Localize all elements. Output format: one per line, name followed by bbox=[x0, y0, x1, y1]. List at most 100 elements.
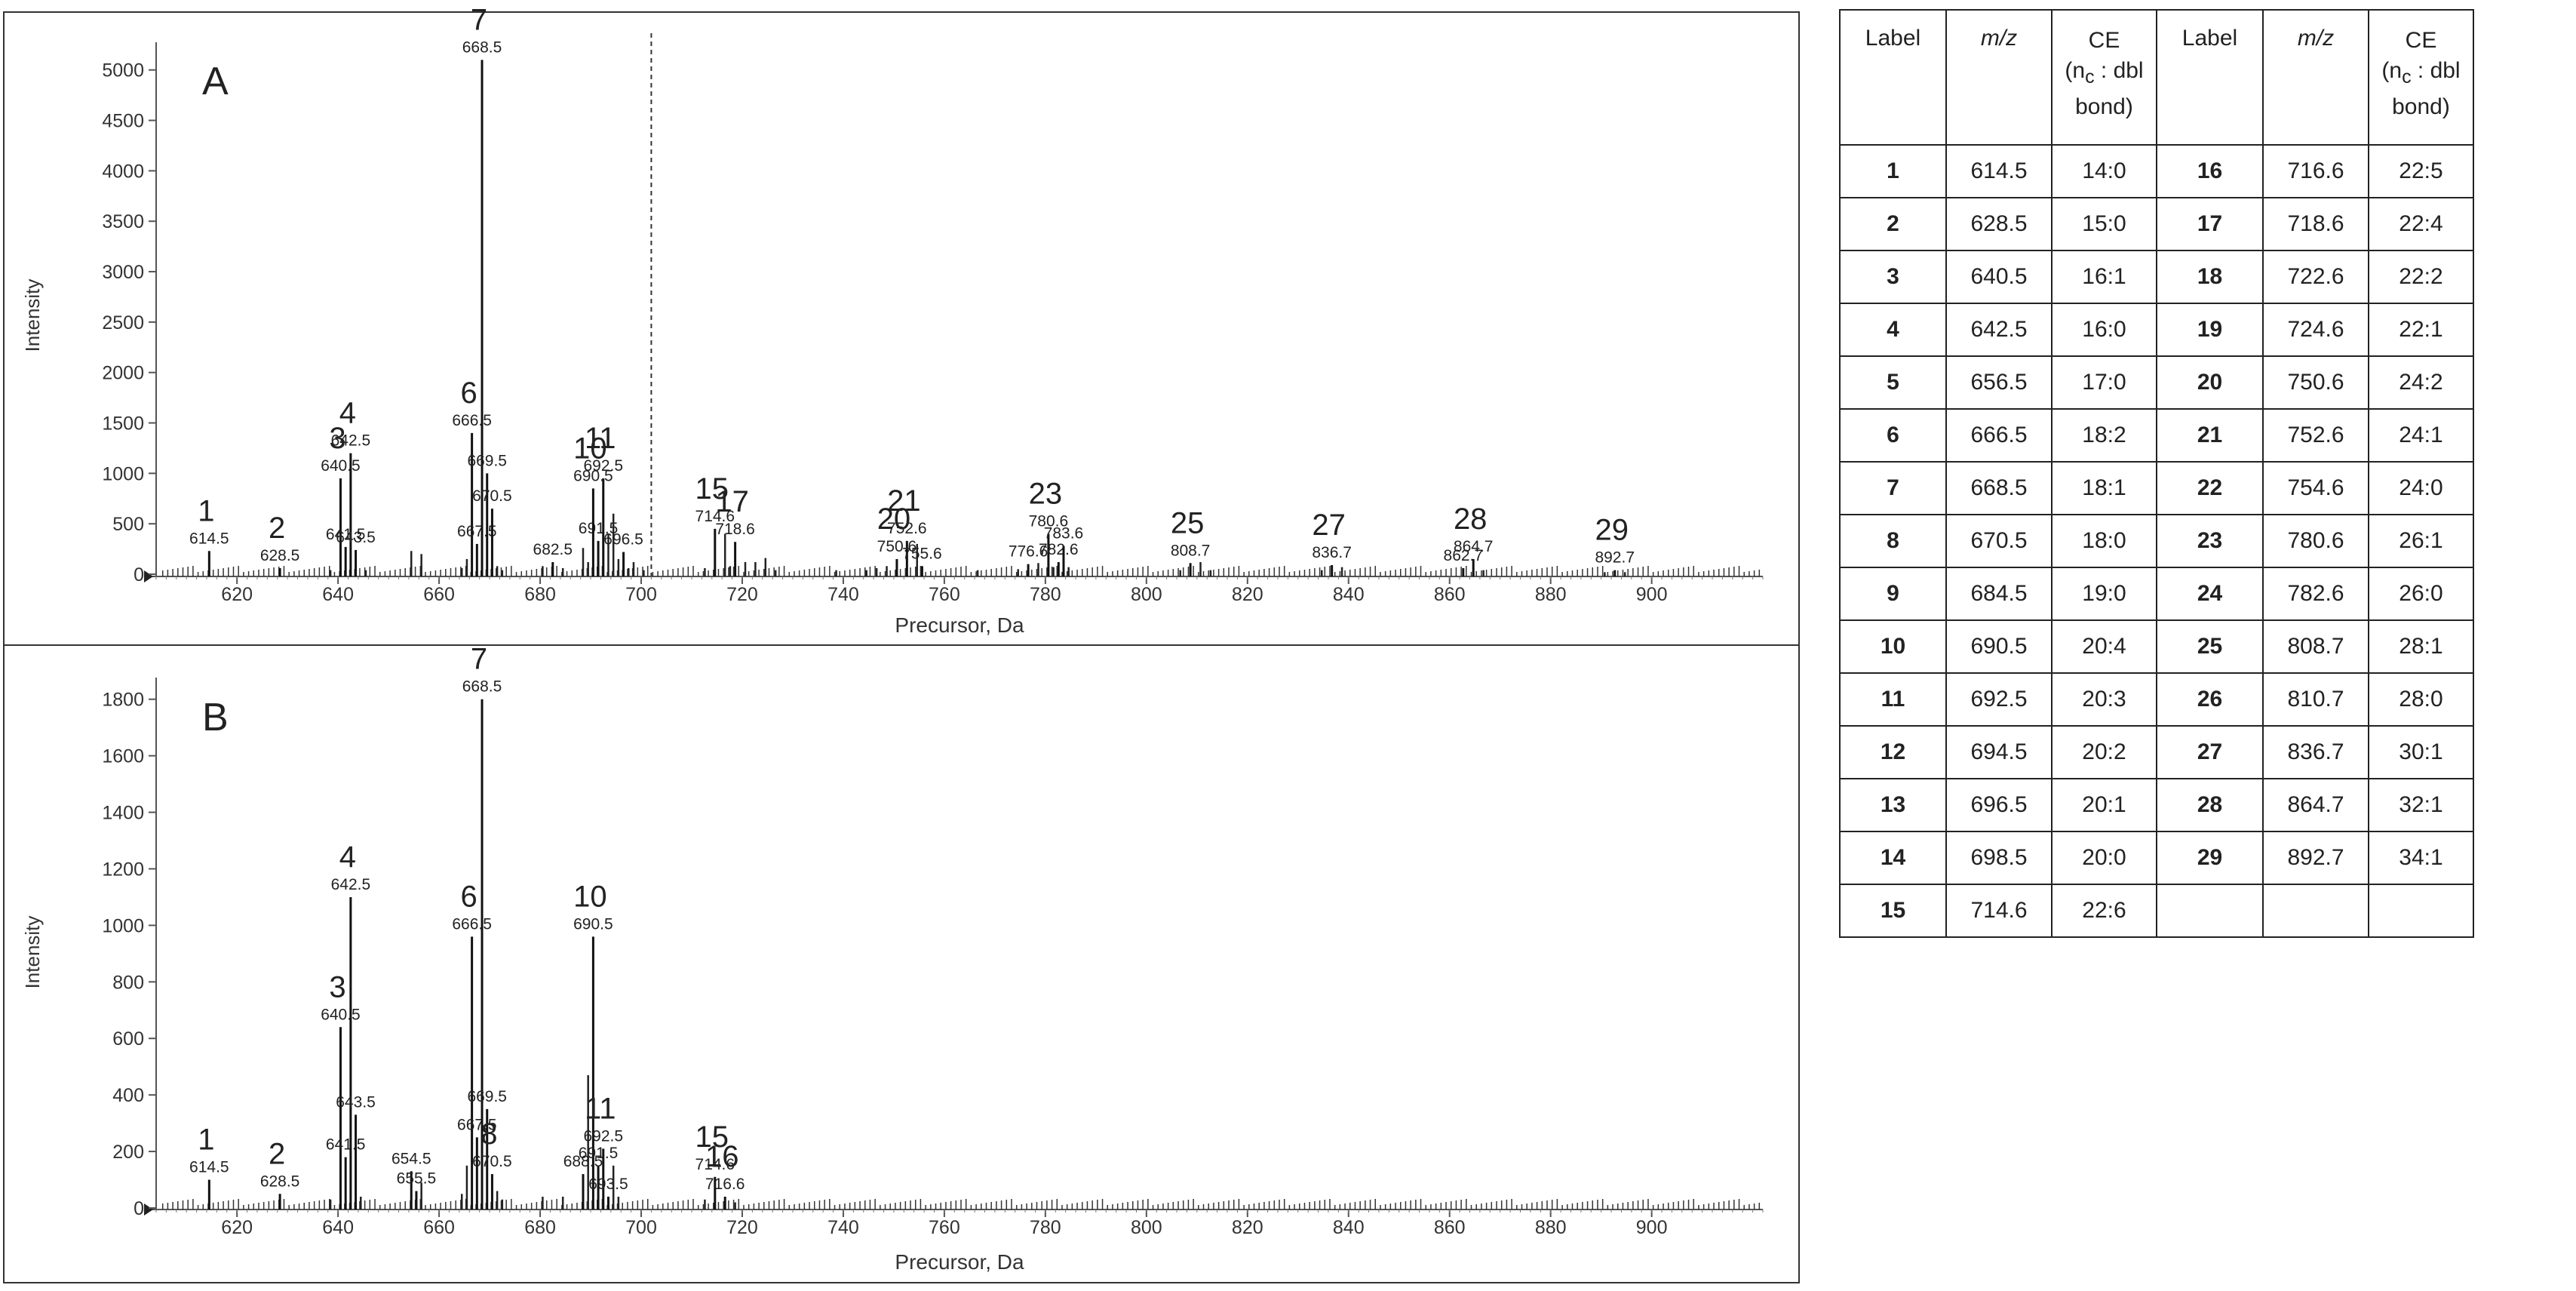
cell-ce: 18:1 bbox=[2051, 461, 2157, 515]
cell-label: 14 bbox=[1839, 831, 1947, 885]
peak-mz-label: 691.5 bbox=[579, 1145, 619, 1162]
table-row: 2 628.5 15:0 17 718.6 22:4 bbox=[1839, 197, 2474, 251]
peak-number-label: 2 bbox=[269, 1137, 285, 1170]
header-ce-nc-pre-2: (n bbox=[2381, 58, 2403, 83]
cell-mz: 614.5 bbox=[1945, 144, 2053, 198]
peak-mz-label: 693.5 bbox=[588, 1176, 628, 1193]
peak-mz-label: 776.6 bbox=[1009, 543, 1049, 561]
cell-label: 11 bbox=[1839, 672, 1947, 727]
header-label-text: Label bbox=[1865, 26, 1921, 51]
cell-ce: 16:1 bbox=[2051, 250, 2157, 304]
cell-mz: 656.5 bbox=[1945, 355, 2053, 410]
cell-label: 8 bbox=[1839, 514, 1947, 568]
peak-mz-label: 668.5 bbox=[462, 38, 502, 56]
peak-mz-label: 690.5 bbox=[573, 467, 613, 484]
y-axis-title: Intensity bbox=[21, 279, 44, 352]
x-tick-label: 880 bbox=[1535, 1217, 1567, 1238]
x-tick-label: 860 bbox=[1434, 1217, 1466, 1238]
y-tick-label: 600 bbox=[112, 1028, 144, 1050]
table-row: 11 692.5 20:3 26 810.7 28:0 bbox=[1839, 672, 2474, 727]
table-row: 8 670.5 18:0 23 780.6 26:1 bbox=[1839, 514, 2474, 568]
peak-number-label: 4 bbox=[339, 397, 356, 430]
x-tick-label: 640 bbox=[322, 584, 354, 605]
y-tick-label: 1000 bbox=[102, 463, 144, 484]
peak-mz-label: 628.5 bbox=[260, 1173, 300, 1190]
cell-mz: 718.6 bbox=[2262, 197, 2369, 251]
x-axis-title: Precursor, Da bbox=[895, 1250, 1024, 1274]
cell-label: 13 bbox=[1839, 778, 1947, 832]
cell-ce: 22:6 bbox=[2051, 884, 2157, 938]
cell-label: 18 bbox=[2156, 250, 2264, 304]
y-tick-label: 0 bbox=[134, 564, 144, 586]
x-tick-label: 680 bbox=[524, 584, 556, 605]
header-ce-nc-post-2: : dbl bbox=[2411, 58, 2461, 83]
peak-mz-label: 667.5 bbox=[457, 523, 497, 540]
header-ce-nc-pre: (n bbox=[2065, 58, 2086, 83]
cell-label: 9 bbox=[1839, 567, 1947, 621]
peak-mz-label: 692.5 bbox=[584, 457, 624, 475]
x-tick-label: 820 bbox=[1232, 1217, 1263, 1238]
cell-mz: 698.5 bbox=[1945, 831, 2053, 885]
y-tick-label: 3500 bbox=[102, 211, 144, 232]
header-mz-2: m/z bbox=[2262, 9, 2369, 146]
cell-label: 17 bbox=[2156, 197, 2264, 251]
peak-mz-label: 640.5 bbox=[321, 457, 361, 475]
cell-ce: 28:0 bbox=[2368, 672, 2474, 727]
cell-label: 23 bbox=[2156, 514, 2264, 568]
peak-number-label: 3 bbox=[329, 422, 345, 455]
cell-mz: 716.6 bbox=[2262, 144, 2369, 198]
x-tick-label: 640 bbox=[322, 1217, 354, 1238]
cell-ce: 19:0 bbox=[2051, 567, 2157, 621]
cell-ce: 20:1 bbox=[2051, 778, 2157, 832]
x-tick-label: 620 bbox=[221, 1217, 253, 1238]
y-tick-label: 0 bbox=[134, 1198, 144, 1219]
y-tick-label: 1500 bbox=[102, 413, 144, 435]
cell-label: 28 bbox=[2156, 778, 2264, 832]
peak-number-label: 3 bbox=[329, 970, 345, 1004]
x-tick-label: 880 bbox=[1535, 584, 1567, 605]
header-mz-text: m/z bbox=[1980, 26, 2018, 51]
header-ce-nc-sub: c bbox=[2085, 66, 2095, 88]
peak-mz-label: 718.6 bbox=[715, 521, 755, 538]
cell-label: 12 bbox=[1839, 725, 1947, 779]
x-tick-label: 740 bbox=[827, 584, 859, 605]
y-tick-label: 1200 bbox=[102, 859, 144, 880]
cell-mz: 864.7 bbox=[2262, 778, 2369, 832]
peak-mz-label: 688.5 bbox=[563, 1153, 603, 1170]
peak-mz-label: 643.5 bbox=[336, 529, 376, 546]
peak-number-label: 6 bbox=[461, 880, 477, 913]
peak-mz-label: 641.5 bbox=[326, 1136, 366, 1154]
cell-label bbox=[2156, 884, 2264, 938]
cell-label: 2 bbox=[1839, 197, 1947, 251]
x-tick-label: 700 bbox=[625, 584, 657, 605]
cell-ce: 18:2 bbox=[2051, 408, 2157, 463]
table-row: 5 656.5 17:0 20 750.6 24:2 bbox=[1839, 355, 2474, 410]
peak-mz-label: 782.6 bbox=[1039, 541, 1079, 558]
peak-number-label: 21 bbox=[887, 484, 921, 518]
x-tick-label: 740 bbox=[827, 1217, 859, 1238]
peak-mz-label: 780.6 bbox=[1029, 513, 1069, 530]
cell-ce: 34:1 bbox=[2368, 831, 2474, 885]
y-tick-label: 200 bbox=[112, 1142, 144, 1163]
y-tick-label: 1600 bbox=[102, 746, 144, 767]
peak-number-label: 15 bbox=[695, 1120, 729, 1154]
peak-mz-label: 691.5 bbox=[579, 520, 619, 537]
peak-number-label: 27 bbox=[1312, 509, 1346, 542]
cell-mz: 750.6 bbox=[2262, 355, 2369, 410]
cell-label: 16 bbox=[2156, 144, 2264, 198]
cell-mz: 714.6 bbox=[1945, 884, 2053, 938]
cell-label: 24 bbox=[2156, 567, 2264, 621]
cell-ce: 28:1 bbox=[2368, 619, 2474, 674]
header-ce: CE (nc : dbl bond) bbox=[2051, 9, 2157, 146]
peak-mz-label: 714.6 bbox=[695, 508, 735, 525]
table-row: 3 640.5 16:1 18 722.6 22:2 bbox=[1839, 250, 2474, 304]
header-ce-nc-post: : dbl bbox=[2094, 58, 2144, 83]
peak-mz-label: 641.5 bbox=[326, 526, 366, 543]
peak-number-label: 16 bbox=[705, 1140, 739, 1173]
table-row: 9 684.5 19:0 24 782.6 26:0 bbox=[1839, 567, 2474, 621]
cell-ce: 20:3 bbox=[2051, 672, 2157, 727]
cell-ce: 15:0 bbox=[2051, 197, 2157, 251]
panel-label: B bbox=[202, 696, 229, 739]
cell-mz: 696.5 bbox=[1945, 778, 2053, 832]
x-tick-label: 780 bbox=[1030, 584, 1061, 605]
